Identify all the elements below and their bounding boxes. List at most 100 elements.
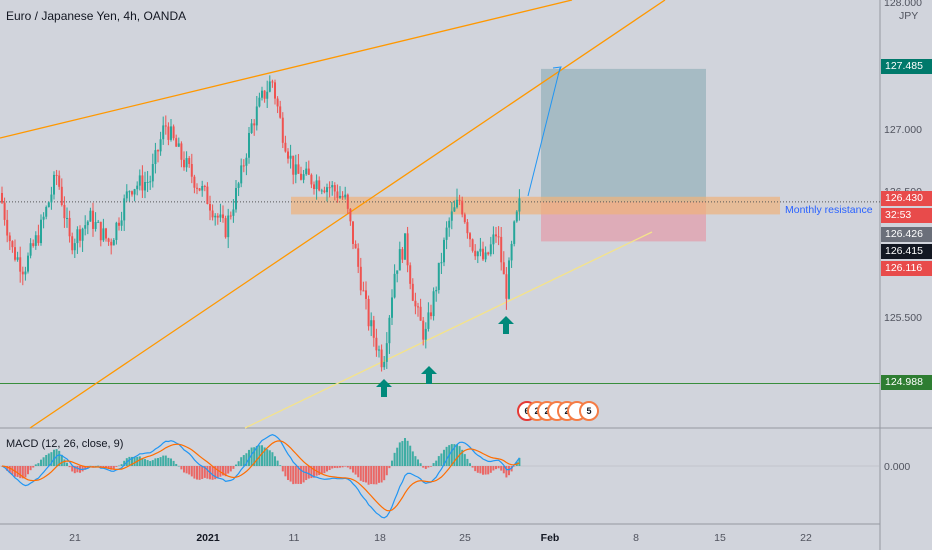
candle-body [60, 186, 63, 205]
candle-body [47, 202, 50, 208]
candle-body [476, 251, 479, 257]
candle-body [42, 216, 45, 220]
candle-body [105, 228, 107, 239]
macd-histogram-bar [242, 455, 245, 466]
candle-body [372, 320, 375, 338]
candle-body [331, 185, 334, 188]
countdown-tag: 32:53 [881, 208, 932, 223]
macd-histogram-bar [500, 466, 503, 471]
macd-histogram-bar [453, 444, 456, 466]
macd-title: MACD (12, 26, close, 9) [6, 438, 124, 450]
macd-histogram-bar [235, 464, 237, 466]
candle-body [190, 163, 193, 177]
candle-body [430, 312, 432, 317]
candle-body [276, 98, 279, 107]
candle-body [495, 234, 497, 237]
candle-body [450, 211, 453, 221]
last-price-tag: 126.430 [881, 191, 932, 206]
macd-histogram-bar [206, 466, 209, 479]
candle-body [99, 221, 102, 241]
macd-histogram-bar [370, 466, 373, 485]
macd-histogram-bar [333, 466, 336, 468]
candle-body [448, 220, 451, 228]
candle-body [34, 235, 37, 246]
event-badge[interactable]: 5 [579, 401, 599, 421]
macd-histogram-bar [409, 445, 412, 466]
macd-histogram-bar [81, 466, 84, 472]
candle-body [302, 174, 305, 180]
macd-histogram-bar [279, 465, 282, 466]
macd-histogram-bar [320, 466, 323, 475]
macd-histogram-bar [398, 442, 401, 466]
candle-body [258, 97, 261, 107]
macd-histogram-bar [383, 466, 386, 481]
candle-body [489, 244, 492, 255]
macd-histogram-bar [73, 466, 76, 474]
candle-body [242, 165, 245, 167]
candle-body [510, 243, 513, 261]
candle-body [359, 266, 362, 291]
candle-body [58, 175, 61, 187]
candle-body [214, 215, 217, 218]
candle-body [492, 234, 495, 245]
candle-body [29, 243, 32, 256]
candle-body [8, 235, 11, 242]
macd-histogram-bar [513, 466, 516, 467]
macd-tick: 0.000 [884, 461, 911, 473]
macd-histogram-bar [131, 456, 133, 466]
macd-histogram-bar [107, 466, 110, 469]
candle-body [318, 180, 321, 191]
macd-histogram-bar [388, 466, 391, 469]
macd-line [1, 434, 520, 519]
candle-body [84, 225, 87, 229]
macd-histogram-bar [203, 466, 206, 478]
macd-histogram-bar [21, 466, 24, 479]
macd-histogram-bar [365, 466, 367, 483]
macd-histogram-bar [8, 466, 11, 474]
macd-histogram-bar [310, 466, 313, 479]
candle-body [466, 222, 469, 234]
macd-histogram-bar [380, 466, 383, 483]
macd-histogram-bar [185, 466, 188, 474]
candle-body [294, 164, 297, 175]
candle-body [240, 165, 243, 184]
macd-histogram-bar [294, 466, 297, 484]
candle-body [149, 181, 152, 183]
macd-histogram-bar [159, 457, 162, 466]
candle-body [206, 186, 209, 205]
candle-body [162, 125, 165, 140]
macd-histogram-bar [336, 466, 339, 469]
candle-body [307, 168, 310, 175]
up-arrow-icon [421, 366, 437, 384]
candle-body [151, 164, 154, 182]
candle-body [203, 185, 206, 187]
macd-histogram-bar [502, 466, 505, 474]
candle-body [414, 300, 417, 307]
candle-body [341, 195, 344, 198]
candle-body [118, 222, 120, 226]
macd-histogram-bar [162, 455, 165, 466]
time-tick: 22 [800, 532, 812, 544]
macd-histogram-bar [349, 466, 352, 470]
macd-histogram-bar [469, 463, 471, 466]
macd-histogram-bar [326, 466, 328, 472]
macd-histogram-bar [58, 450, 61, 466]
candle-body [229, 215, 232, 217]
candle-body [518, 198, 521, 212]
candle-body [453, 207, 456, 212]
macd-histogram-bar [118, 465, 120, 467]
candle-body [326, 187, 328, 193]
event-badges[interactable]: 6 2 2 2 5 [517, 401, 601, 423]
macd-histogram-bar [391, 460, 393, 466]
macd-histogram-bar [227, 466, 230, 474]
candle-body [92, 210, 94, 229]
macd-histogram-bar [422, 466, 425, 468]
macd-histogram-bar [211, 466, 214, 480]
monthly-resistance-label[interactable]: Monthly resistance [785, 204, 873, 216]
macd-histogram-bar [29, 466, 32, 471]
macd-histogram-bar [328, 466, 331, 471]
macd-histogram-bar [492, 466, 495, 471]
projection-arrow-head [552, 66, 562, 76]
